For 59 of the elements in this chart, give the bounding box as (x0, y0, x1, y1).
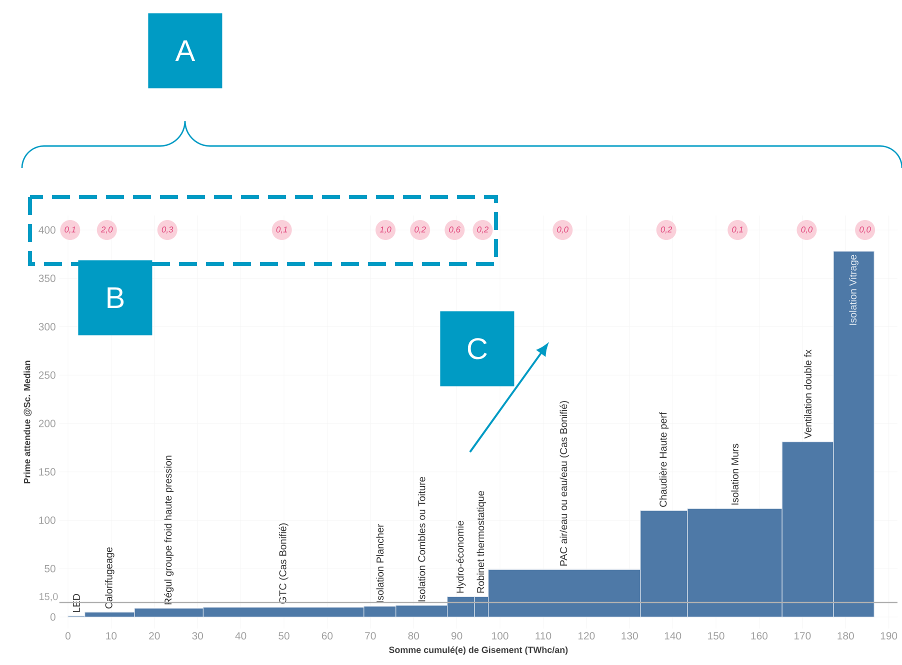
category-label: Chaudière Haute perf (659, 412, 669, 507)
y-tick-label: 300 (38, 323, 56, 330)
y-tick-label: 50 (44, 564, 56, 572)
annotation: 0,2 (477, 226, 488, 234)
annotation: 0,0 (801, 226, 813, 234)
y-axis-title: Prime attendue @Sc. Median (24, 360, 32, 484)
x-tick-label: 120 (578, 632, 595, 640)
category-label: PAC air/eau ou eau/eau (Cas Bonifié) (560, 401, 570, 566)
category-label: Régul groupe froid haute pression (164, 456, 174, 604)
x-tick-label: 50 (278, 632, 290, 640)
category-label: Isolation Vitrage (849, 254, 858, 325)
x-tick-label: 100 (492, 632, 508, 640)
category-label: Hydro-économie (456, 520, 466, 593)
x-tick-label: 60 (322, 632, 333, 640)
x-tick-label: 190 (880, 632, 898, 640)
category-label: Isolation Combles ou Toiture (418, 476, 426, 602)
annotation: 0,1 (276, 226, 288, 234)
annotation: 0,2 (660, 226, 672, 234)
x-tick-label: 180 (838, 632, 854, 640)
x-tick-label: 30 (192, 632, 204, 640)
annotation: 0,1 (732, 226, 743, 234)
x-tick-label: 10 (106, 632, 117, 640)
x-tick-label: 130 (622, 632, 638, 640)
y-tick-label: 100 (39, 516, 56, 524)
annotation: 0,6 (449, 226, 461, 234)
x-axis-title: Somme cumulé(e) de Gisement (TWhc/an) (388, 646, 568, 655)
annotation: 2,0 (100, 226, 113, 234)
x-tick-label: 80 (408, 632, 420, 640)
category-label: Isolation Murs (731, 444, 738, 505)
y-tick-label: 200 (38, 420, 56, 428)
x-tick-label: 140 (664, 632, 682, 640)
annotation: 0,0 (557, 226, 568, 234)
y-tick-label: 0 (50, 613, 56, 621)
text: A (175, 40, 196, 61)
x-tick-label: 90 (451, 632, 462, 640)
y-tick-label: 150 (39, 468, 56, 476)
category-label: Isolation Plancher (376, 524, 384, 602)
x-tick-label: 20 (149, 632, 160, 640)
category-label: Calorifugeage (105, 547, 114, 608)
annotation: C (468, 338, 487, 360)
y-tick-label: 400 (38, 226, 56, 234)
x-tick-label: 0 (66, 632, 70, 640)
annotation: 0,2 (414, 226, 426, 234)
y-tick-label: 350 (38, 274, 56, 282)
x-tick-label: 40 (235, 632, 246, 640)
annotation: B (108, 287, 124, 308)
ref-line-label: 15,0 (40, 593, 58, 602)
annotation: 0,0 (860, 226, 871, 234)
x-tick-label: 170 (794, 632, 811, 640)
category-label: Ventilation double fx (804, 350, 812, 439)
x-tick-label: 160 (751, 632, 768, 640)
y-tick-label: 250 (38, 371, 56, 379)
category-label: Robinet thermostatique (476, 490, 486, 593)
annotation: 0,3 (162, 226, 174, 234)
annotation: 1,0 (380, 226, 392, 234)
x-tick-label: 150 (708, 632, 724, 640)
x-tick-label: 110 (536, 632, 552, 640)
annotation: 0,1 (64, 226, 76, 234)
x-tick-label: 70 (365, 632, 376, 640)
